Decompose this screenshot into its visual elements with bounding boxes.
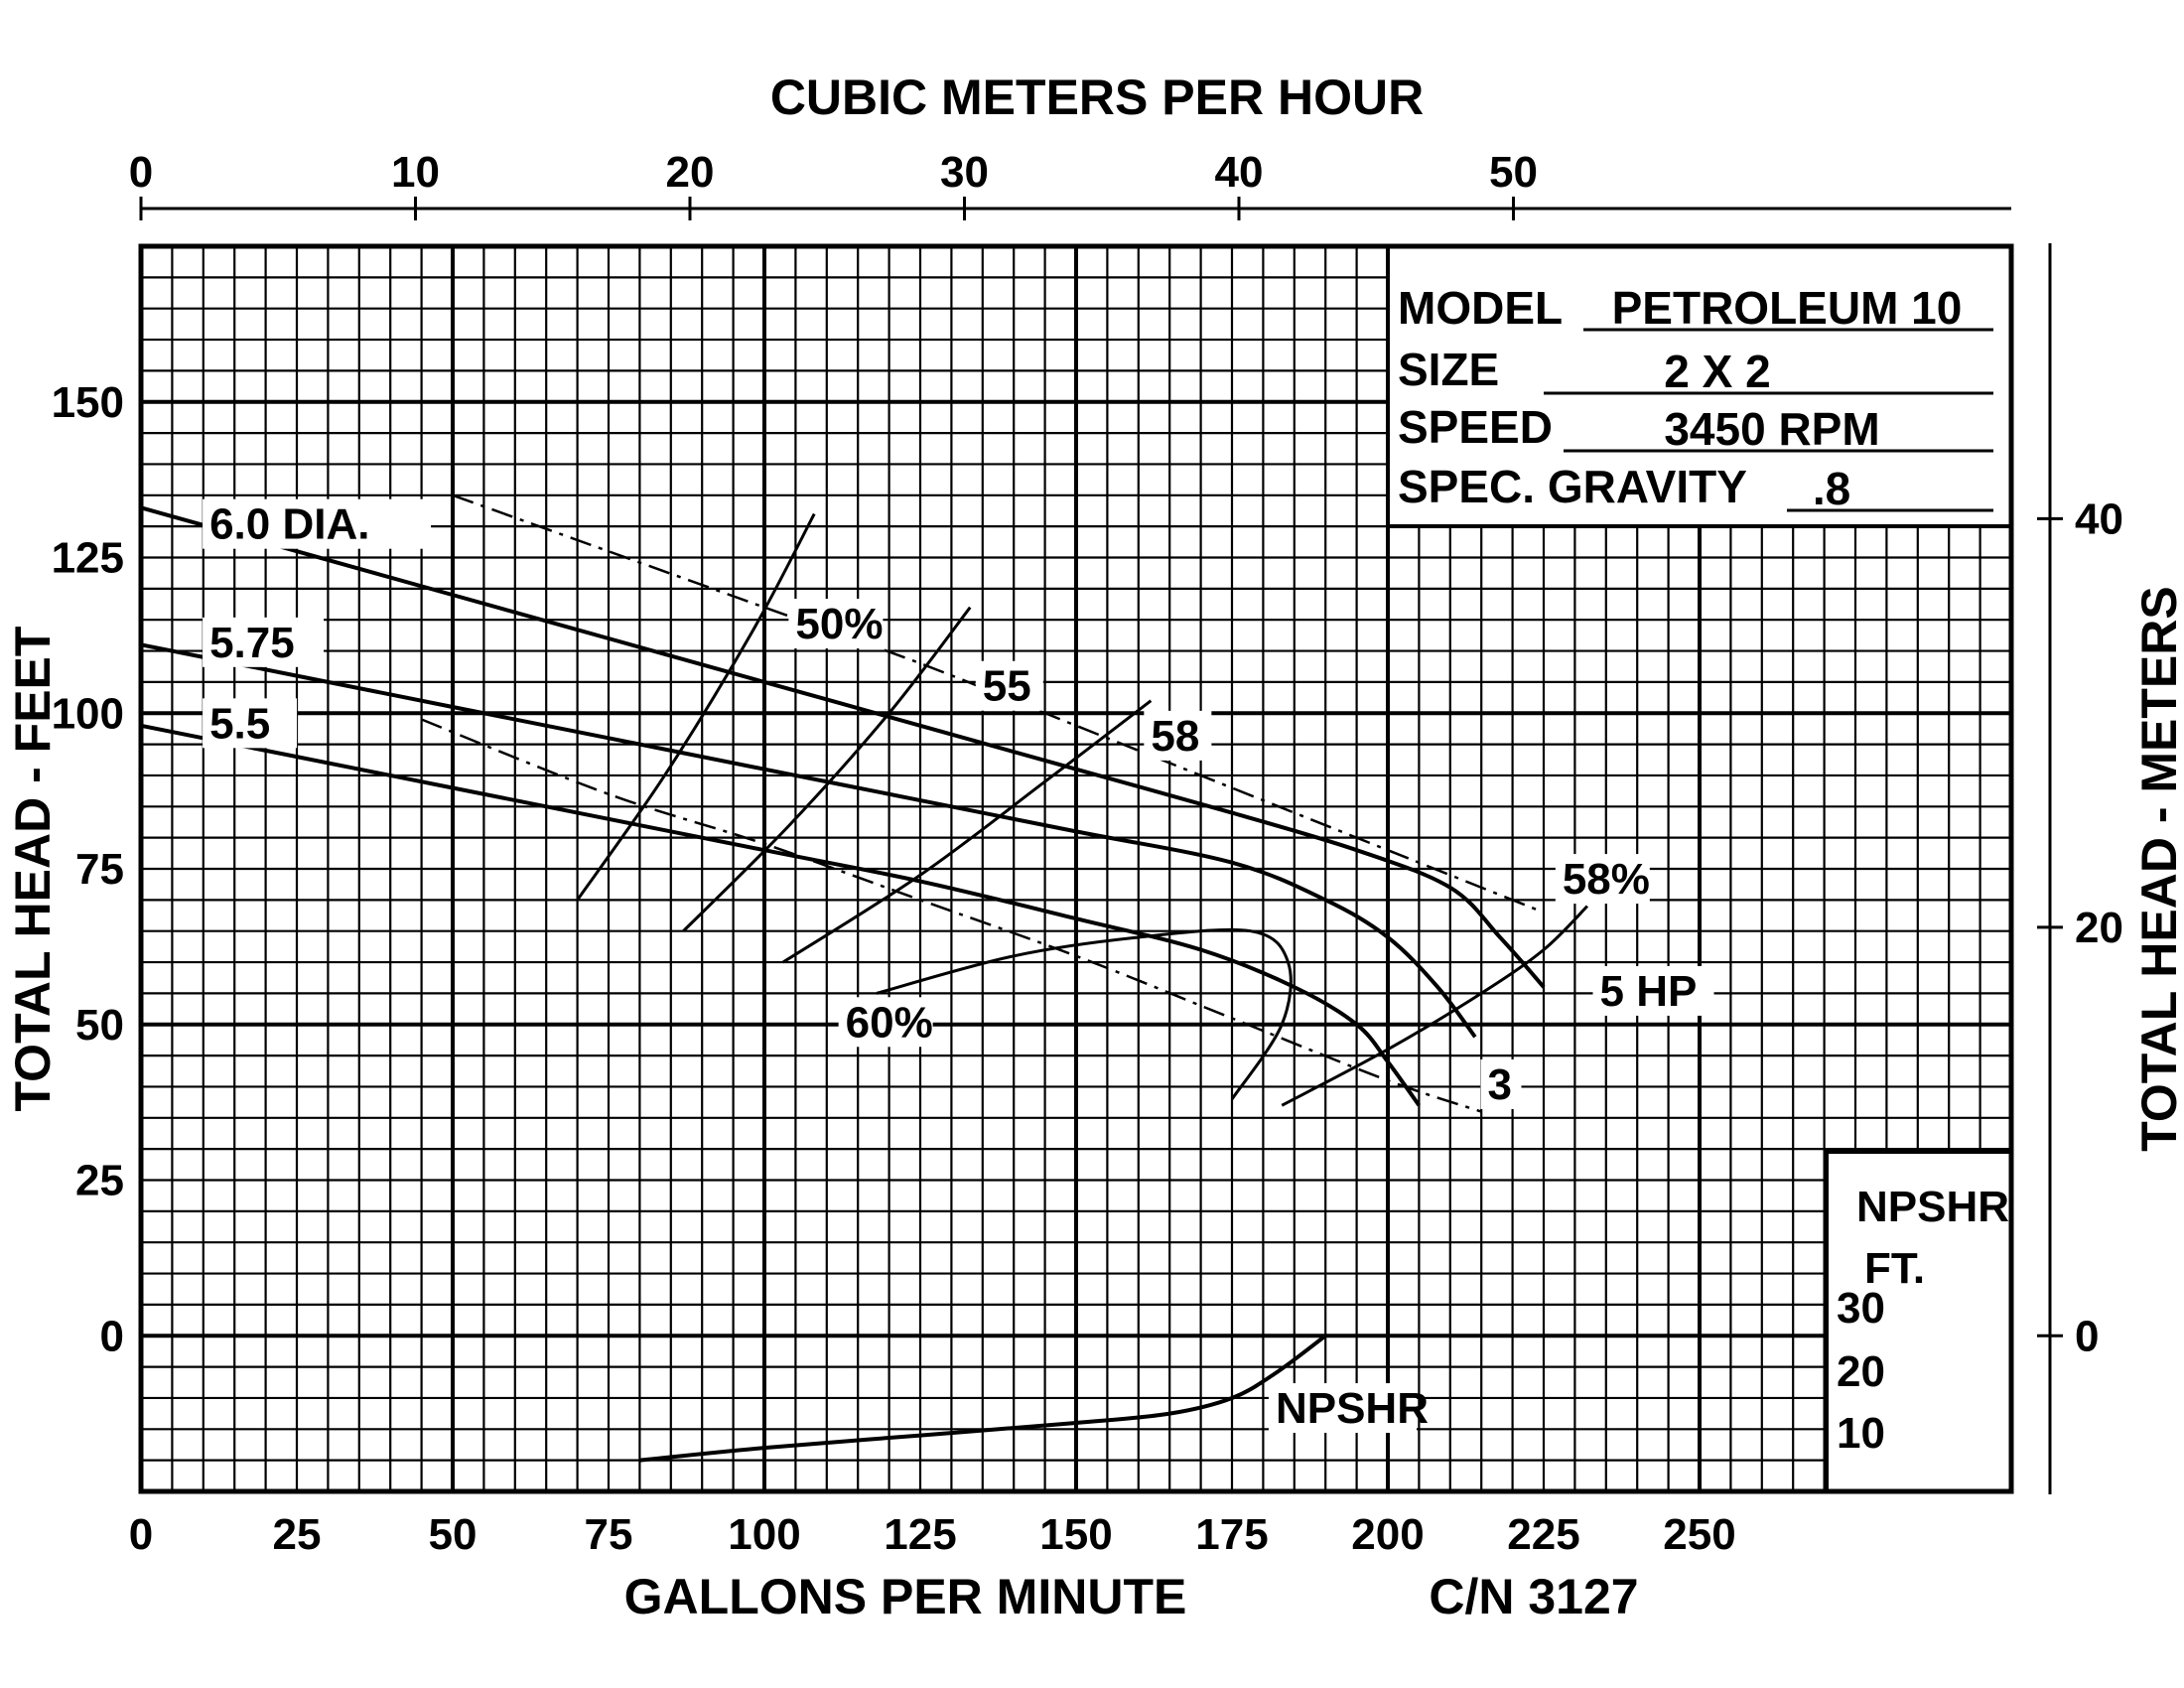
x-tick-label: 100 <box>728 1510 800 1559</box>
efficiency-line-4 <box>1281 905 1589 1107</box>
top-tick-label: 40 <box>1215 148 1264 197</box>
top-tick-label: 20 <box>666 148 715 197</box>
series-5-5-curve <box>140 723 1422 1107</box>
y-tick-label: 100 <box>52 689 124 738</box>
label-npshr-bg <box>1268 1383 1417 1434</box>
label-eff-58: 58 <box>1151 712 1199 761</box>
label-eff-50: 50% <box>795 600 883 648</box>
label-eff-58-right-bg <box>1555 854 1650 905</box>
x-axis-title: GALLONS PER MINUTE <box>624 1569 1187 1624</box>
efficiency-line-0 <box>576 512 816 902</box>
label-5hp-bg <box>1592 965 1714 1016</box>
label-eff-58-bg <box>1144 710 1212 761</box>
label-5-5: 5.5 <box>209 699 270 748</box>
npshr-tick-20: 20 <box>1837 1347 1885 1396</box>
speed-value: 3450 RPM <box>1664 403 1879 455</box>
y-tick-label: 125 <box>52 534 124 583</box>
axes: 0 25 50 75 100 125 150 175 200 225 250025507510012… <box>52 148 2123 1559</box>
label-eff-60: 60% <box>846 998 933 1047</box>
label-6-0-dia-bg <box>203 498 432 549</box>
speed-label: SPEED <box>1398 401 1553 453</box>
gravity-label: SPEC. GRAVITY <box>1398 461 1747 512</box>
size-value: 2 X 2 <box>1664 346 1770 397</box>
y2-tick-label: 0 <box>2075 1312 2099 1360</box>
x-tick-label: 175 <box>1195 1510 1268 1559</box>
y-tick-label: 75 <box>75 845 124 894</box>
top-tick-label: 0 <box>129 148 153 197</box>
model-label: MODEL <box>1398 282 1563 334</box>
catalog-number: C/N 3127 <box>1429 1569 1638 1624</box>
top-tick-label: 50 <box>1489 148 1538 197</box>
size-label: SIZE <box>1398 344 1499 395</box>
x-tick-label: 125 <box>884 1510 956 1559</box>
x-tick-label: 25 <box>273 1510 322 1559</box>
y-axis-title: TOTAL HEAD - FEET <box>5 627 61 1112</box>
y-tick-label: 150 <box>52 378 124 427</box>
efficiency-line-1 <box>682 606 972 932</box>
y2-axis-title: TOTAL HEAD - METERS <box>2131 586 2184 1151</box>
label-eff-58-right: 58% <box>1563 855 1650 904</box>
label-eff-55-bg <box>975 660 1043 711</box>
series-npshr-curve <box>639 1334 1327 1463</box>
y-tick-label: 50 <box>75 1001 124 1050</box>
series-6-0-dia-curve <box>140 505 1546 989</box>
label-eff-60-bg <box>838 997 933 1048</box>
y-tick-label: 25 <box>75 1157 124 1205</box>
x-tick-label: 75 <box>585 1510 633 1559</box>
label-5-75: 5.75 <box>209 619 295 667</box>
label-eff-50-bg <box>788 599 884 649</box>
label-5-5-bg <box>203 698 298 749</box>
x-tick-label: 250 <box>1663 1510 1735 1559</box>
top-tick-label: 10 <box>391 148 440 197</box>
x-tick-label: 200 <box>1351 1510 1424 1559</box>
series-5-75-curve <box>140 642 1477 1039</box>
x-tick-label: 150 <box>1039 1510 1112 1559</box>
plot-frame <box>138 243 2014 1494</box>
series-3hp-curve <box>421 718 1482 1113</box>
label-3hp: 3 <box>1487 1060 1511 1109</box>
label-5hp: 5 HP <box>1600 967 1698 1016</box>
curve-labels: 6.0 DIA. 5.75 5.5 5 HP 3 NPSHR 50% 55 58 60% 58% <box>203 498 1714 1434</box>
curves <box>140 493 1589 1463</box>
x-tick-label: 225 <box>1507 1510 1579 1559</box>
npshr-tick-30: 30 <box>1837 1284 1885 1333</box>
npshr-tick-10: 10 <box>1837 1409 1885 1458</box>
y2-tick-label: 40 <box>2075 494 2123 543</box>
y-tick-label: 0 <box>100 1312 124 1360</box>
npshr-scale-title: NPSHR <box>1856 1183 2009 1231</box>
x-tick-label: 50 <box>429 1510 478 1559</box>
label-eff-55: 55 <box>983 662 1031 711</box>
efficiency-line-3 <box>876 927 1293 1100</box>
y2-tick-label: 20 <box>2075 904 2123 952</box>
label-6-0-dia: 6.0 DIA. <box>209 500 369 549</box>
label-npshr: NPSHR <box>1276 1384 1429 1433</box>
gravity-value: .8 <box>1813 463 1850 514</box>
top-tick-label: 30 <box>940 148 989 197</box>
label-3hp-bg <box>1480 1058 1522 1109</box>
top-axis-title: CUBIC METERS PER HOUR <box>770 70 1424 125</box>
label-5-75-bg <box>203 617 325 667</box>
efficiency-line-2 <box>782 699 1153 964</box>
model-value: PETROLEUM 10 <box>1612 282 1963 334</box>
npshr-scale-unit: FT. <box>1864 1244 1925 1293</box>
x-tick-label: 0 <box>129 1510 153 1559</box>
spec-info-box <box>1386 244 2013 528</box>
